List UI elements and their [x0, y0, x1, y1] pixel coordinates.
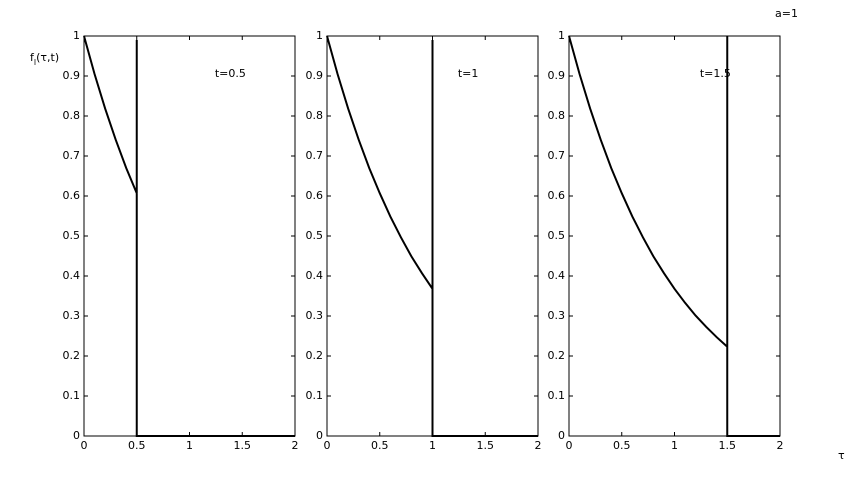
y-tick-label: 0.5 — [63, 229, 81, 242]
y-tick-label: 0.1 — [306, 389, 324, 402]
line — [83, 35, 295, 437]
x-tick-label: 1 — [671, 439, 678, 452]
y-tick-label: 0.6 — [306, 189, 324, 202]
x-tick-label: 0.5 — [128, 439, 146, 452]
line — [568, 35, 780, 437]
y-tick-label: 0.7 — [306, 149, 324, 162]
y-tick-label: 0 — [73, 429, 80, 442]
x-tick-label: 1.5 — [719, 439, 737, 452]
x-tick-label: 0.5 — [613, 439, 631, 452]
axes-box — [568, 35, 781, 437]
note: a=1 — [775, 7, 798, 20]
y-tick-label: 0.1 — [548, 389, 566, 402]
axes-box — [83, 35, 296, 437]
x-tick-label: 1.5 — [234, 439, 252, 452]
y-tick-label: 0.8 — [63, 109, 81, 122]
x-tick-label: 2 — [535, 439, 542, 452]
x-tick-label: 2 — [777, 439, 784, 452]
line — [326, 35, 538, 437]
annotation: t=1.5 — [700, 67, 731, 80]
annotation: t=0.5 — [215, 67, 246, 80]
y-tick-label: 0.9 — [306, 69, 324, 82]
y-tick-label: 0 — [558, 429, 565, 442]
y-tick-label: 0.7 — [63, 149, 81, 162]
x-tick-label: 0 — [566, 439, 573, 452]
y-tick-label: 0.4 — [548, 269, 566, 282]
y-tick-label: 1 — [558, 29, 565, 42]
y-tick-label: 0.3 — [548, 309, 566, 322]
y-tick-label: 0 — [316, 429, 323, 442]
annotation: t=1 — [458, 67, 479, 80]
y-label-part: (τ,t) — [36, 51, 59, 64]
y-tick-label: 0.5 — [548, 229, 566, 242]
x-axis-label: τ — [838, 449, 845, 462]
y-tick-label: 0.1 — [63, 389, 81, 402]
x-tick-label: 2 — [292, 439, 299, 452]
y-tick-label: 0.4 — [63, 269, 81, 282]
y-label-part: l — [34, 58, 36, 67]
y-label-part: f — [30, 51, 35, 64]
y-tick-label: 0.9 — [63, 69, 81, 82]
y-tick-label: 0.8 — [548, 109, 566, 122]
x-tick-label: 1 — [186, 439, 193, 452]
y-tick-label: 0.6 — [63, 189, 81, 202]
y-tick-label: 0.2 — [548, 349, 566, 362]
y-tick-label: 0.6 — [548, 189, 566, 202]
x-tick-label: 0.5 — [371, 439, 389, 452]
y-tick-label: 0.2 — [63, 349, 81, 362]
y-tick-label: 0.3 — [63, 309, 81, 322]
y-tick-label: 0.9 — [548, 69, 566, 82]
x-tick-label: 0 — [81, 439, 88, 452]
y-tick-label: 1 — [73, 29, 80, 42]
y-tick-label: 0.5 — [306, 229, 324, 242]
y-tick-label: 0.7 — [548, 149, 566, 162]
y-axis-label: fl(τ,t) — [30, 51, 59, 67]
y-tick-label: 1 — [316, 29, 323, 42]
x-tick-label: 1 — [429, 439, 436, 452]
y-tick-label: 0.3 — [306, 309, 324, 322]
y-tick-label: 0.4 — [306, 269, 324, 282]
x-tick-label: 0 — [324, 439, 331, 452]
y-tick-label: 0.2 — [306, 349, 324, 362]
x-tick-label: 1.5 — [477, 439, 495, 452]
y-tick-label: 0.8 — [306, 109, 324, 122]
